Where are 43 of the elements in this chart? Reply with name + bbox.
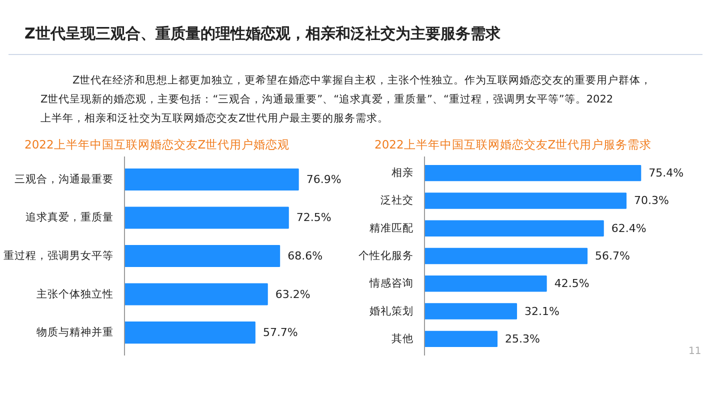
data-label: 32.1% xyxy=(524,304,560,318)
y-tick-label: 三观合，沟通最重要 xyxy=(14,172,114,186)
bar xyxy=(124,283,268,306)
chart-title: 2022上半年中国互联网婚恋交友Z世代用户服务需求 xyxy=(374,138,652,152)
text: 上半年，相亲和泛社交为互联网婚恋交友Z世代用户最主要的服务需求。 xyxy=(40,112,389,124)
bar xyxy=(124,206,289,229)
bar xyxy=(424,192,627,209)
y-tick-label: 相亲 xyxy=(392,166,414,180)
data-label: 25.3% xyxy=(505,332,540,346)
bar xyxy=(124,168,299,190)
data-label: 70.3% xyxy=(634,194,669,208)
bar xyxy=(424,220,604,236)
y-tick-label: 情感咨询 xyxy=(368,276,414,290)
data-label: 42.5% xyxy=(554,277,590,290)
bar xyxy=(424,276,547,292)
bar xyxy=(424,303,518,320)
data-label: 57.7% xyxy=(262,326,298,340)
text: Z世代在经济和思想上都更加独立，更希望在婚恋中掌握自主权，主张个性独立。作为互联网婚恋交友的重要用户群体， xyxy=(72,74,652,86)
bar xyxy=(424,164,642,182)
bar xyxy=(424,248,588,264)
bar xyxy=(424,330,498,348)
data-label: 72.5% xyxy=(296,211,332,224)
text: 11 xyxy=(688,346,702,358)
y-tick-label: 物质与精神并重 xyxy=(36,326,114,339)
y-tick-label: 其他 xyxy=(392,332,414,345)
data-label: 62.4% xyxy=(611,222,646,235)
y-tick-label: 个性化服务 xyxy=(358,250,414,262)
y-tick-label: 泛社交 xyxy=(380,194,414,207)
y-tick-label: 精准匹配 xyxy=(370,221,414,234)
data-label: 56.7% xyxy=(595,250,630,262)
data-label: 76.9% xyxy=(306,172,342,186)
y-tick-label: 重过程，强调男女平等 xyxy=(4,249,114,262)
data-label: 75.4% xyxy=(648,166,684,180)
y-tick-label: 主张个体独立性 xyxy=(36,287,114,300)
bar xyxy=(124,244,280,268)
y-tick-label: 追求真爱，重质量 xyxy=(26,210,114,224)
data-label: 68.6% xyxy=(288,250,323,262)
data-label: 63.2% xyxy=(275,288,310,301)
y-tick-label: 婚礼策划 xyxy=(370,304,414,318)
bar xyxy=(124,322,256,344)
text: Z世代呈现三观合、重质量的理性婚恋观，相亲和泛社交为主要服务需求 xyxy=(24,24,502,42)
text: Z世代呈现新的婚恋观，主要包括：“三观合，沟通最重要”、“追求真爱，重质量”、“重过程，强调男女平等”等。2022 xyxy=(40,92,614,106)
chart-title: 2022上半年中国互联网婚恋交友Z世代用户婚恋观 xyxy=(24,138,290,152)
